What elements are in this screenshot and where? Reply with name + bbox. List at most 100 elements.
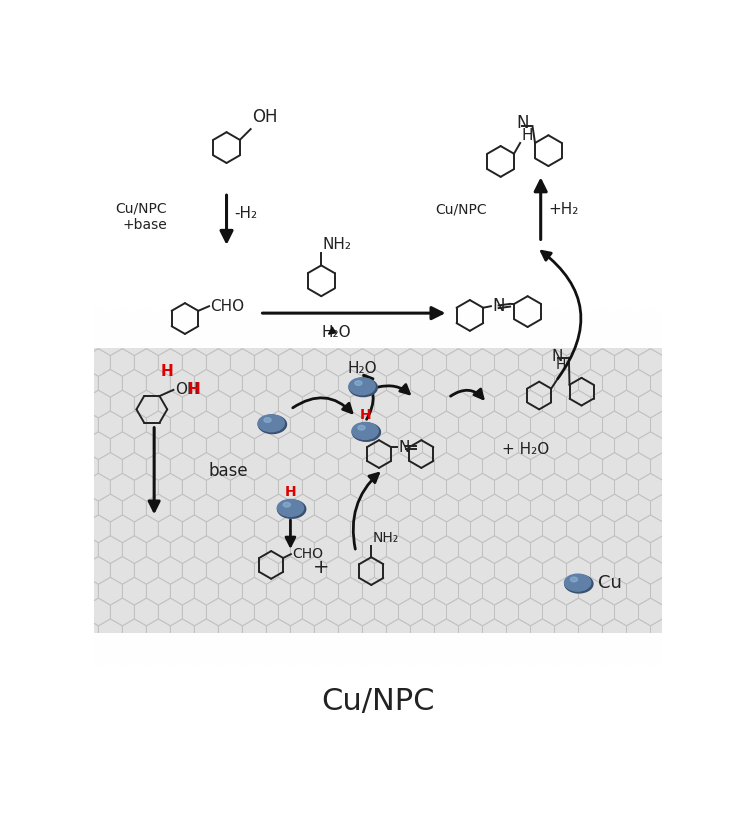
Polygon shape bbox=[266, 577, 291, 605]
Polygon shape bbox=[675, 494, 699, 522]
Polygon shape bbox=[326, 307, 351, 334]
Polygon shape bbox=[111, 557, 134, 584]
Polygon shape bbox=[266, 619, 291, 646]
Text: NH₂: NH₂ bbox=[373, 531, 399, 545]
Polygon shape bbox=[339, 328, 362, 355]
Polygon shape bbox=[86, 299, 672, 348]
Polygon shape bbox=[351, 598, 374, 626]
Text: Cu/NPC
+base: Cu/NPC +base bbox=[116, 202, 168, 232]
Polygon shape bbox=[266, 536, 291, 563]
Polygon shape bbox=[422, 349, 446, 376]
Polygon shape bbox=[542, 515, 567, 542]
Polygon shape bbox=[266, 411, 291, 438]
Polygon shape bbox=[435, 453, 458, 480]
Polygon shape bbox=[266, 494, 291, 522]
Polygon shape bbox=[675, 369, 699, 397]
Polygon shape bbox=[638, 473, 663, 501]
Polygon shape bbox=[422, 473, 446, 501]
Polygon shape bbox=[314, 577, 339, 605]
Polygon shape bbox=[243, 411, 266, 438]
Polygon shape bbox=[111, 432, 134, 459]
Polygon shape bbox=[602, 619, 627, 646]
Polygon shape bbox=[134, 515, 159, 542]
Polygon shape bbox=[291, 328, 314, 355]
Polygon shape bbox=[506, 453, 531, 480]
Polygon shape bbox=[326, 598, 351, 626]
Polygon shape bbox=[675, 453, 699, 480]
Polygon shape bbox=[531, 453, 554, 480]
Polygon shape bbox=[554, 494, 579, 522]
Polygon shape bbox=[399, 390, 422, 418]
Polygon shape bbox=[422, 598, 446, 626]
Polygon shape bbox=[170, 369, 194, 397]
Polygon shape bbox=[590, 349, 615, 376]
Polygon shape bbox=[542, 390, 567, 418]
Polygon shape bbox=[638, 390, 663, 418]
Polygon shape bbox=[207, 598, 230, 626]
Polygon shape bbox=[446, 473, 471, 501]
Polygon shape bbox=[638, 515, 663, 542]
Polygon shape bbox=[627, 577, 650, 605]
Polygon shape bbox=[602, 328, 627, 355]
Polygon shape bbox=[519, 598, 542, 626]
Polygon shape bbox=[63, 557, 86, 584]
Polygon shape bbox=[531, 536, 554, 563]
Polygon shape bbox=[374, 640, 399, 667]
Polygon shape bbox=[123, 494, 146, 522]
Polygon shape bbox=[387, 369, 410, 397]
Polygon shape bbox=[243, 619, 266, 646]
Text: N: N bbox=[552, 349, 563, 364]
Polygon shape bbox=[663, 390, 686, 418]
Polygon shape bbox=[50, 453, 75, 480]
Polygon shape bbox=[86, 632, 672, 645]
Polygon shape bbox=[374, 349, 399, 376]
Polygon shape bbox=[579, 411, 602, 438]
Polygon shape bbox=[590, 473, 615, 501]
Polygon shape bbox=[650, 328, 675, 355]
Polygon shape bbox=[86, 349, 111, 376]
Polygon shape bbox=[194, 453, 218, 480]
Text: N: N bbox=[492, 297, 505, 315]
Polygon shape bbox=[98, 411, 123, 438]
Polygon shape bbox=[471, 473, 494, 501]
Polygon shape bbox=[50, 619, 75, 646]
Polygon shape bbox=[266, 453, 291, 480]
Polygon shape bbox=[494, 390, 519, 418]
Polygon shape bbox=[170, 453, 194, 480]
Polygon shape bbox=[278, 473, 303, 501]
Polygon shape bbox=[542, 598, 567, 626]
Polygon shape bbox=[590, 557, 615, 584]
Polygon shape bbox=[483, 411, 506, 438]
Text: H: H bbox=[359, 408, 371, 422]
Polygon shape bbox=[542, 473, 567, 501]
Polygon shape bbox=[699, 369, 723, 397]
Polygon shape bbox=[123, 369, 146, 397]
Polygon shape bbox=[339, 411, 362, 438]
Polygon shape bbox=[326, 640, 351, 667]
Ellipse shape bbox=[352, 423, 378, 439]
Polygon shape bbox=[170, 328, 194, 355]
Polygon shape bbox=[50, 494, 75, 522]
Polygon shape bbox=[63, 515, 86, 542]
Text: OH: OH bbox=[252, 108, 277, 126]
Polygon shape bbox=[146, 494, 170, 522]
Polygon shape bbox=[399, 598, 422, 626]
Polygon shape bbox=[663, 515, 686, 542]
Polygon shape bbox=[98, 536, 123, 563]
Polygon shape bbox=[494, 515, 519, 542]
Polygon shape bbox=[207, 349, 230, 376]
Polygon shape bbox=[86, 311, 672, 348]
Polygon shape bbox=[399, 640, 422, 667]
Polygon shape bbox=[362, 536, 387, 563]
Polygon shape bbox=[711, 432, 734, 459]
Polygon shape bbox=[278, 307, 303, 334]
Polygon shape bbox=[86, 515, 111, 542]
Polygon shape bbox=[567, 515, 590, 542]
Polygon shape bbox=[531, 619, 554, 646]
Polygon shape bbox=[458, 536, 483, 563]
Polygon shape bbox=[471, 307, 494, 334]
Polygon shape bbox=[387, 536, 410, 563]
Polygon shape bbox=[255, 557, 278, 584]
Text: OH: OH bbox=[175, 383, 199, 398]
Polygon shape bbox=[111, 307, 134, 334]
